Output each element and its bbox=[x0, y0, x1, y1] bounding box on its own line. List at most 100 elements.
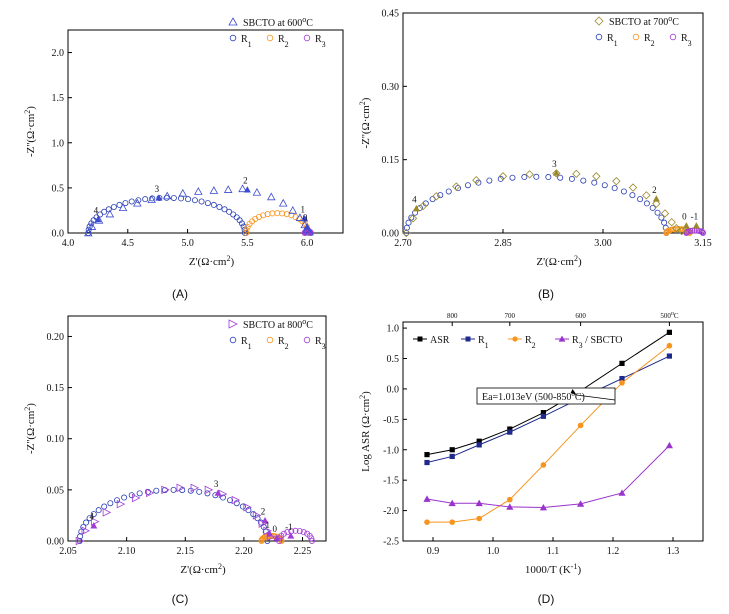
p2-legend-label-r2: R2 bbox=[278, 336, 289, 351]
p1-point-r1 bbox=[422, 200, 429, 207]
p3-data-point bbox=[665, 441, 673, 449]
p1-legend-marker-r1 bbox=[595, 33, 603, 41]
p0-legend-marker-r1 bbox=[229, 34, 237, 42]
p2-frequency-marker bbox=[214, 489, 222, 496]
p0-point-r1 bbox=[97, 211, 104, 218]
panel-label-a: (A) bbox=[172, 287, 188, 301]
p3-legend-marker bbox=[558, 335, 566, 342]
panel-label-b: (B) bbox=[538, 287, 554, 301]
p1-legend-label-r2: R2 bbox=[644, 33, 655, 48]
p1-point-r1 bbox=[533, 173, 540, 180]
p2-point-total bbox=[81, 526, 91, 536]
p1-point-r3 bbox=[700, 229, 707, 236]
p2-point-r3 bbox=[300, 529, 307, 536]
p1-frequency-marker bbox=[692, 222, 700, 229]
p0-point-r1 bbox=[198, 198, 205, 205]
p3-y-axis-label: Log ASR (Ω·cm2) bbox=[358, 391, 373, 472]
p0-point-r1 bbox=[233, 214, 240, 221]
p1-point-r1 bbox=[486, 177, 493, 184]
p1-point-r1 bbox=[454, 185, 461, 192]
p3-data-point bbox=[506, 503, 514, 510]
p2-frequency-marker bbox=[90, 522, 98, 529]
p1-y-axis-label: -Z''(Ω·cm2) bbox=[358, 97, 373, 148]
p3-data-point bbox=[507, 426, 513, 432]
p2-point-total bbox=[263, 526, 272, 536]
p3-data-point bbox=[666, 353, 672, 359]
p1-point-total bbox=[498, 172, 508, 181]
p0-x-tick-label: 5.0 bbox=[181, 238, 194, 249]
p1-legend: SBCTO at 700oC R1 R2 R3 bbox=[594, 14, 692, 48]
p2-legend-marker bbox=[228, 319, 238, 329]
p2-point-r1 bbox=[239, 503, 246, 510]
p3-x-axis-label: 1000/T (K-1) bbox=[525, 562, 582, 577]
p0-point-r1 bbox=[226, 208, 233, 215]
p1-point-r3 bbox=[698, 228, 705, 235]
p3-series-line bbox=[426, 331, 670, 456]
panel-b: 2.70 2.85 3.00 3.15 0.00 0.15 0.30 0.45 Z'(Ω·cm2… bbox=[358, 9, 712, 269]
p2-y-tick-label: 0.20 bbox=[47, 332, 65, 343]
p3-data-point bbox=[619, 380, 625, 386]
p2-legend: SBCTO at 800oC R1 R2 R3 bbox=[228, 317, 326, 351]
p3-data-point bbox=[540, 413, 546, 419]
p0-point-r1 bbox=[116, 201, 123, 208]
panel-a: 4.0 4.5 5.0 5.5 6.0 0.0 0.5 1.0 1.5 2.0 Z'(Ω·cm2) -… bbox=[23, 15, 344, 268]
p1-point-r1 bbox=[661, 219, 668, 226]
p1-point-r1 bbox=[649, 204, 656, 211]
p1-point-total bbox=[592, 172, 601, 181]
p3-series-line bbox=[426, 445, 670, 509]
p1-frequency-marker bbox=[682, 222, 690, 229]
p0-point-total bbox=[305, 227, 314, 236]
p2-point-r1 bbox=[136, 490, 143, 497]
p2-point-r1 bbox=[196, 488, 203, 495]
p3-legend-label: ASR bbox=[430, 335, 450, 346]
p2-point-r1 bbox=[80, 524, 87, 531]
p0-point-r2 bbox=[274, 210, 281, 217]
p0-legend-marker-r2 bbox=[266, 34, 274, 42]
p0-legend-label-total: SBCTO at 600oC bbox=[243, 15, 313, 30]
panel-label-d: (D) bbox=[538, 592, 555, 606]
p1-point-total bbox=[642, 191, 651, 200]
p3-top-tick-label: 800 bbox=[447, 312, 458, 320]
p3-x-tick-label: 1.3 bbox=[667, 546, 680, 557]
p0-point-r1 bbox=[240, 223, 247, 230]
p2-x-axis-label: Z'(Ω·cm2) bbox=[180, 562, 226, 577]
p2-frequency-label: 0 bbox=[272, 524, 277, 534]
p2-point-r1 bbox=[101, 503, 108, 510]
p2-frequency-marker bbox=[287, 532, 295, 539]
p3-data-point bbox=[424, 519, 430, 525]
p2-point-r1 bbox=[83, 519, 90, 526]
p2-point-total bbox=[102, 508, 112, 517]
p1-x-axis-label: Z'(Ω·cm2) bbox=[536, 254, 582, 269]
p1-legend-marker-r2 bbox=[632, 33, 640, 41]
p1-y-tick-label: 0.15 bbox=[382, 155, 400, 166]
p2-point-r3 bbox=[296, 528, 303, 535]
p2-point-r3 bbox=[284, 529, 291, 536]
p2-y-axis-label: -Z''(Ω·cm2) bbox=[23, 403, 38, 454]
p1-legend-marker-r3 bbox=[669, 33, 677, 41]
p3-x-tick-label: 1.0 bbox=[487, 546, 500, 557]
p2-x-tick-label: 2.10 bbox=[118, 546, 136, 557]
p0-frequency-marker bbox=[155, 194, 163, 201]
p2-point-r3 bbox=[280, 530, 287, 537]
p2-point-total bbox=[75, 536, 85, 546]
p3-data-point bbox=[476, 438, 482, 444]
p2-point-total bbox=[161, 485, 170, 495]
p3-series-line bbox=[427, 345, 670, 523]
p0-legend-symbol-total bbox=[228, 17, 238, 26]
p2-legend-label-total: SBCTO at 800oC bbox=[243, 317, 313, 332]
p2-legend-symbol-total bbox=[228, 319, 238, 329]
p1-frequency-label: -1 bbox=[691, 212, 699, 222]
p0-point-total bbox=[288, 206, 298, 214]
p0-point-r1 bbox=[191, 197, 198, 204]
p2-point-total bbox=[243, 503, 252, 512]
p0-frequency-label: 2 bbox=[243, 176, 248, 186]
p0-point-r1 bbox=[216, 203, 223, 210]
p1-point-total bbox=[432, 192, 441, 201]
p1-point-r1 bbox=[497, 175, 504, 182]
p0-legend-label-r3: R3 bbox=[315, 34, 326, 49]
p0-x-tick-label: 4.0 bbox=[62, 238, 75, 249]
p1-point-total bbox=[628, 183, 638, 192]
p2-point-r1 bbox=[233, 500, 240, 507]
p2-x-tick-label: 2.20 bbox=[235, 546, 253, 557]
p3-data-point bbox=[423, 495, 431, 502]
